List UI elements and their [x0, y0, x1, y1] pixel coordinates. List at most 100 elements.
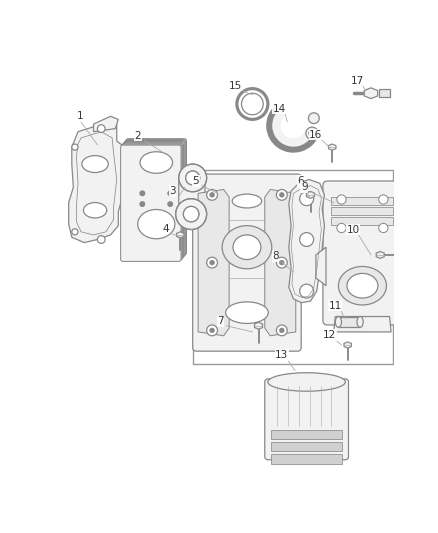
Polygon shape [332, 207, 393, 215]
Text: 3: 3 [169, 186, 176, 196]
Bar [271, 454, 342, 464]
Circle shape [179, 164, 207, 192]
Bar [271, 430, 342, 439]
Polygon shape [177, 232, 184, 238]
Text: 10: 10 [346, 224, 360, 235]
Polygon shape [198, 189, 229, 336]
Text: 13: 13 [275, 350, 289, 360]
Circle shape [210, 328, 214, 333]
Circle shape [184, 206, 199, 222]
Circle shape [207, 189, 218, 200]
Circle shape [241, 93, 263, 115]
Circle shape [279, 192, 284, 197]
Ellipse shape [83, 203, 107, 218]
FancyBboxPatch shape [125, 140, 186, 256]
Circle shape [97, 125, 105, 133]
FancyBboxPatch shape [265, 379, 349, 460]
Ellipse shape [222, 225, 272, 269]
Circle shape [279, 328, 284, 333]
Bar [339, 317, 360, 327]
Bar [379, 90, 389, 97]
FancyBboxPatch shape [124, 141, 185, 257]
FancyBboxPatch shape [124, 141, 184, 257]
Ellipse shape [347, 273, 378, 298]
Circle shape [207, 325, 218, 336]
Text: 4: 4 [162, 224, 169, 234]
FancyBboxPatch shape [120, 145, 181, 261]
Ellipse shape [357, 317, 363, 327]
FancyBboxPatch shape [123, 142, 184, 259]
Text: 8: 8 [272, 252, 279, 262]
Polygon shape [332, 217, 393, 225]
Polygon shape [364, 88, 378, 99]
Circle shape [337, 195, 346, 204]
Polygon shape [69, 119, 126, 243]
Circle shape [379, 223, 388, 232]
Circle shape [308, 113, 319, 124]
FancyBboxPatch shape [126, 139, 187, 255]
Circle shape [168, 191, 173, 196]
Circle shape [300, 192, 314, 206]
Polygon shape [344, 342, 351, 348]
Bar [193, 170, 392, 364]
FancyBboxPatch shape [121, 144, 182, 261]
Ellipse shape [138, 209, 175, 239]
Text: 15: 15 [229, 80, 242, 91]
Ellipse shape [226, 302, 268, 324]
Polygon shape [316, 247, 326, 286]
Polygon shape [307, 191, 314, 198]
Text: 7: 7 [217, 316, 224, 326]
Circle shape [72, 229, 78, 235]
Ellipse shape [232, 194, 261, 208]
Circle shape [276, 325, 287, 336]
Circle shape [168, 202, 173, 206]
FancyBboxPatch shape [122, 143, 183, 260]
Circle shape [72, 144, 78, 150]
Text: 11: 11 [328, 301, 342, 311]
Text: 12: 12 [323, 330, 336, 340]
Circle shape [210, 192, 214, 197]
Text: 9: 9 [301, 182, 307, 192]
Text: 17: 17 [350, 76, 364, 86]
Circle shape [97, 236, 105, 244]
Text: 2: 2 [134, 131, 141, 141]
Circle shape [379, 195, 388, 204]
Polygon shape [334, 317, 391, 332]
Circle shape [186, 171, 200, 185]
Polygon shape [376, 252, 384, 259]
Polygon shape [332, 197, 393, 205]
Circle shape [176, 199, 207, 230]
Circle shape [300, 284, 314, 298]
Circle shape [279, 260, 284, 265]
Circle shape [184, 206, 199, 222]
Polygon shape [93, 116, 118, 132]
Text: 6: 6 [297, 176, 304, 186]
Polygon shape [179, 172, 205, 222]
Ellipse shape [233, 235, 261, 260]
Polygon shape [254, 322, 263, 329]
FancyBboxPatch shape [323, 181, 402, 325]
Circle shape [276, 257, 287, 268]
Circle shape [276, 189, 287, 200]
Circle shape [337, 223, 346, 232]
Ellipse shape [339, 266, 386, 305]
Circle shape [207, 257, 218, 268]
Bar [271, 442, 342, 451]
Polygon shape [328, 144, 336, 150]
Circle shape [140, 202, 145, 206]
Text: 1: 1 [77, 111, 84, 122]
Text: 5: 5 [192, 176, 199, 186]
Circle shape [186, 171, 200, 185]
FancyBboxPatch shape [193, 174, 301, 351]
Ellipse shape [336, 317, 342, 327]
Ellipse shape [82, 156, 108, 173]
Circle shape [210, 260, 214, 265]
Circle shape [309, 130, 315, 136]
Circle shape [306, 127, 318, 140]
Polygon shape [265, 189, 296, 336]
Ellipse shape [140, 152, 173, 173]
Text: 16: 16 [309, 130, 322, 140]
Polygon shape [289, 180, 325, 303]
Circle shape [140, 191, 145, 196]
Text: 14: 14 [273, 103, 286, 114]
